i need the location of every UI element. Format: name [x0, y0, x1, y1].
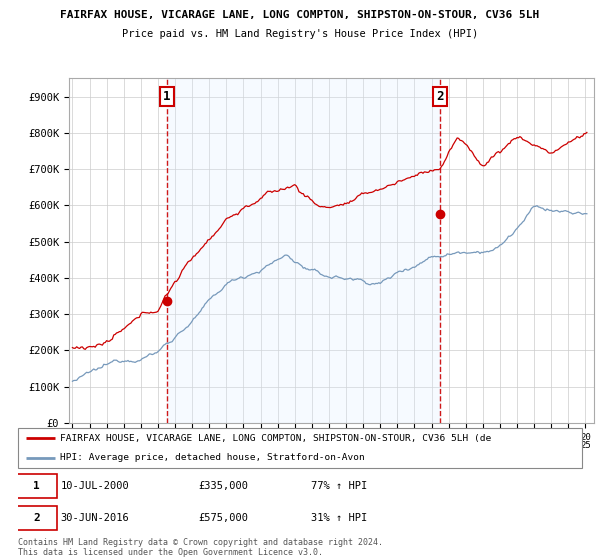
Bar [167, 78, 440, 423]
Text: HPI: Average price, detached house, Stratford-on-Avon: HPI: Average price, detached house, Stra… [60, 453, 365, 463]
Text: £335,000: £335,000 [199, 481, 248, 491]
Text: 2: 2 [33, 513, 40, 523]
Text: £575,000: £575,000 [199, 513, 248, 523]
FancyBboxPatch shape [15, 506, 58, 530]
Text: 1: 1 [163, 90, 171, 103]
Text: 77% ↑ HPI: 77% ↑ HPI [311, 481, 368, 491]
Text: 1: 1 [33, 481, 40, 491]
FancyBboxPatch shape [18, 428, 582, 468]
Text: 2: 2 [436, 90, 444, 103]
Text: Price paid vs. HM Land Registry's House Price Index (HPI): Price paid vs. HM Land Registry's House … [122, 29, 478, 39]
Text: FAIRFAX HOUSE, VICARAGE LANE, LONG COMPTON, SHIPSTON-ON-STOUR, CV36 5LH: FAIRFAX HOUSE, VICARAGE LANE, LONG COMPT… [61, 10, 539, 20]
Text: 30-JUN-2016: 30-JUN-2016 [60, 513, 129, 523]
Text: 10-JUL-2000: 10-JUL-2000 [60, 481, 129, 491]
Text: Contains HM Land Registry data © Crown copyright and database right 2024.
This d: Contains HM Land Registry data © Crown c… [18, 538, 383, 557]
Text: FAIRFAX HOUSE, VICARAGE LANE, LONG COMPTON, SHIPSTON-ON-STOUR, CV36 5LH (de: FAIRFAX HOUSE, VICARAGE LANE, LONG COMPT… [60, 433, 491, 443]
Text: 31% ↑ HPI: 31% ↑ HPI [311, 513, 368, 523]
FancyBboxPatch shape [15, 474, 58, 498]
